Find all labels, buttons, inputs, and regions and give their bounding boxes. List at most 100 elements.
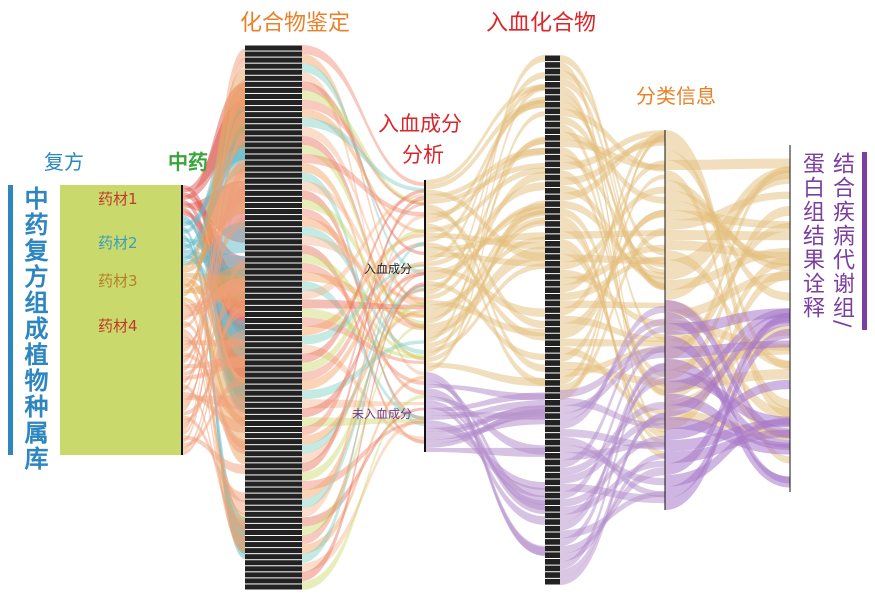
flow — [425, 136, 545, 324]
flow — [302, 54, 425, 305]
node — [245, 130, 302, 136]
flow — [182, 259, 245, 452]
flow — [560, 369, 665, 570]
node — [245, 251, 302, 257]
node — [545, 274, 560, 280]
node — [245, 106, 302, 112]
node — [545, 453, 560, 459]
flow — [302, 284, 425, 509]
flow — [302, 163, 425, 361]
node — [245, 239, 302, 245]
flow — [302, 172, 425, 427]
flow — [302, 261, 425, 391]
node — [245, 487, 302, 493]
flow — [665, 256, 790, 400]
herb-label: 药材4 — [98, 317, 138, 335]
node — [245, 227, 302, 233]
flow — [302, 375, 425, 554]
node — [545, 287, 560, 293]
flow — [425, 100, 545, 190]
node — [245, 305, 302, 311]
node — [245, 142, 302, 148]
flow — [182, 332, 245, 551]
flow — [182, 277, 245, 383]
node — [245, 336, 302, 342]
flow — [560, 55, 665, 290]
flow — [665, 308, 790, 335]
flow — [560, 154, 665, 268]
node — [245, 154, 302, 160]
node — [245, 275, 302, 281]
flow — [560, 326, 665, 468]
flow — [302, 407, 425, 527]
flow — [425, 111, 545, 372]
flow — [425, 300, 545, 337]
node — [245, 463, 302, 469]
node — [545, 62, 560, 68]
node — [545, 241, 560, 247]
node — [245, 93, 302, 99]
node — [245, 445, 302, 451]
flow — [302, 394, 425, 590]
flow — [560, 300, 665, 309]
nodes — [245, 45, 560, 590]
flow — [182, 307, 245, 424]
herb-label: 药材3 — [98, 272, 138, 290]
node — [545, 492, 560, 499]
flow — [302, 199, 425, 318]
flow — [182, 415, 245, 502]
node — [545, 115, 560, 121]
node — [545, 254, 560, 260]
node — [545, 406, 560, 413]
flow — [302, 417, 425, 427]
flow — [560, 346, 665, 500]
flow — [302, 264, 425, 345]
node — [245, 293, 302, 299]
flow — [560, 209, 665, 339]
node — [245, 257, 302, 263]
flow — [182, 79, 245, 432]
flow — [302, 282, 425, 581]
node — [545, 393, 560, 399]
node — [545, 446, 560, 452]
flow — [425, 424, 545, 498]
flow — [302, 244, 425, 444]
flow — [560, 200, 665, 280]
node — [545, 88, 560, 95]
node — [245, 112, 302, 118]
header-formula: 复方 — [44, 150, 84, 174]
flow — [182, 336, 245, 454]
node — [545, 413, 560, 419]
flow — [560, 401, 665, 476]
flow — [560, 269, 665, 327]
flow — [302, 281, 425, 421]
flow — [560, 453, 665, 562]
node — [245, 287, 302, 293]
flow — [182, 111, 245, 384]
flow — [182, 167, 245, 436]
flow — [665, 167, 790, 270]
node — [545, 386, 560, 393]
flow — [560, 467, 665, 554]
flow — [560, 139, 665, 186]
flow — [302, 181, 425, 308]
node — [545, 373, 560, 380]
flow — [302, 272, 425, 318]
flow — [425, 99, 545, 224]
node — [545, 559, 560, 565]
flow — [665, 158, 790, 170]
flow — [302, 214, 425, 518]
flow — [302, 302, 425, 481]
node — [545, 260, 560, 267]
flow — [302, 299, 425, 310]
flow — [425, 72, 545, 296]
flow — [425, 84, 545, 358]
node — [245, 572, 302, 578]
node — [245, 196, 302, 202]
node — [545, 68, 560, 75]
flow — [425, 404, 545, 525]
flow — [302, 208, 425, 395]
node — [545, 439, 560, 446]
node — [245, 505, 302, 511]
